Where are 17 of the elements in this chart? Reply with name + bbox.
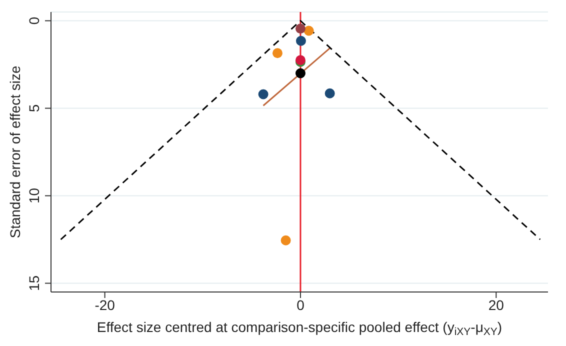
point (324, 88, 335, 98)
x-tick-label: 20 (488, 296, 504, 313)
point (295, 68, 306, 78)
point (280, 235, 291, 246)
point (295, 24, 306, 34)
point (258, 89, 268, 100)
y-tick-label: 10 (26, 188, 42, 204)
y-tick-label: 5 (26, 104, 42, 112)
point (296, 36, 306, 46)
x-tick-label: 0 (296, 296, 305, 313)
x-tick-label: -20 (94, 296, 116, 313)
point (304, 26, 314, 36)
y-axis-title: Standard error of effect size (7, 66, 23, 238)
point (272, 48, 282, 58)
y-tick-label: 15 (26, 275, 42, 292)
x-axis-title: Effect size centred at comparison-specific pooled effect (y$_{iXY}$-μ$_{XY}$) (96, 319, 502, 338)
y-tick-label: 0 (26, 16, 42, 25)
